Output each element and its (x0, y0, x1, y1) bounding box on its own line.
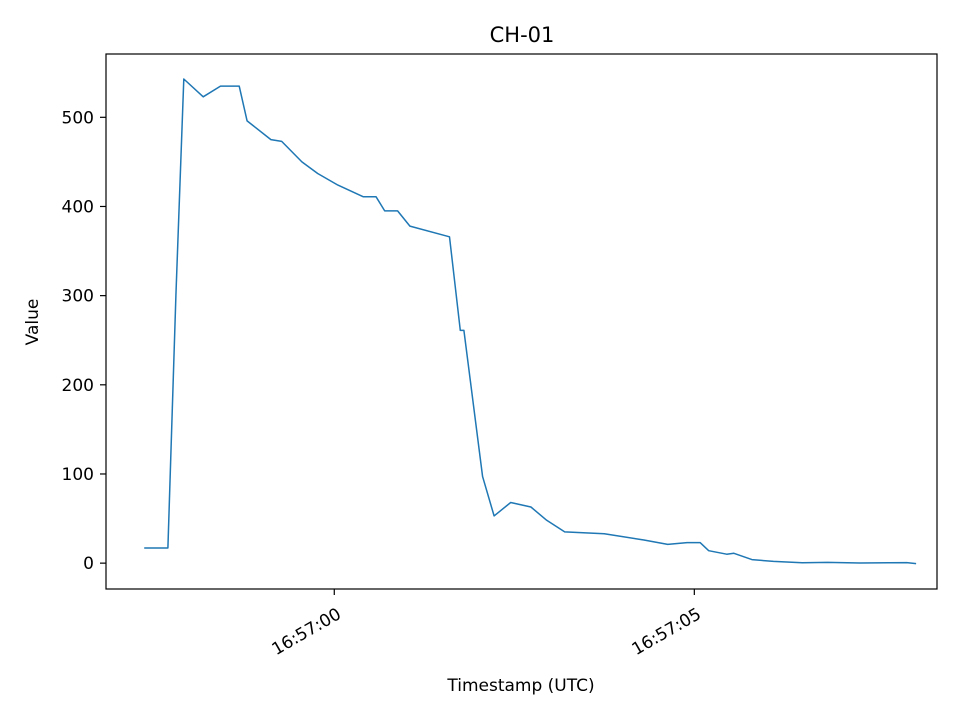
axes-frame (105, 53, 938, 590)
x-axis: 16:57:00 16:57:05 (269, 589, 705, 660)
y-axis: 0 100 200 300 400 500 (62, 108, 106, 574)
x-tick-label: 16:57:00 (269, 604, 345, 660)
y-tick-label: 100 (62, 465, 94, 485)
chart-title: CH-01 (490, 23, 555, 47)
y-tick-label: 500 (62, 108, 94, 128)
y-tick-label: 0 (83, 554, 94, 574)
y-tick-label: 400 (62, 197, 94, 217)
y-axis-label: Value (23, 299, 43, 346)
x-tick-label: 16:57:05 (629, 604, 705, 660)
series-line (144, 78, 917, 565)
y-tick-label: 200 (62, 376, 94, 396)
plot-area (144, 78, 917, 565)
x-axis-label: Timestamp (UTC) (446, 676, 594, 696)
y-tick-label: 300 (62, 287, 94, 307)
